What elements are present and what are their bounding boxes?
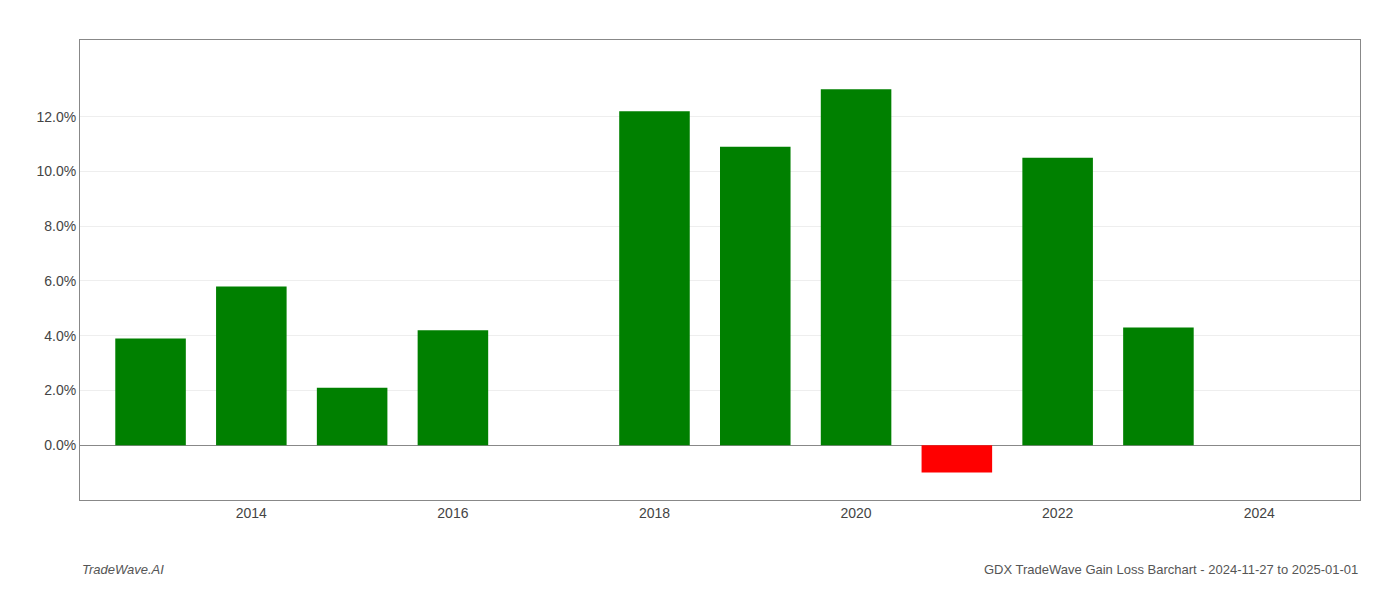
svg-text:2016: 2016 — [437, 505, 468, 521]
svg-text:12.0%: 12.0% — [36, 109, 76, 125]
svg-text:2018: 2018 — [639, 505, 670, 521]
svg-text:4.0%: 4.0% — [44, 328, 76, 344]
svg-text:2024: 2024 — [1244, 505, 1275, 521]
svg-text:8.0%: 8.0% — [44, 218, 76, 234]
svg-text:GDX TradeWave Gain Loss Barcha: GDX TradeWave Gain Loss Barchart - 2024-… — [984, 562, 1358, 577]
svg-text:0.0%: 0.0% — [44, 437, 76, 453]
svg-text:2020: 2020 — [840, 505, 871, 521]
svg-text:6.0%: 6.0% — [44, 273, 76, 289]
svg-text:TradeWave.AI: TradeWave.AI — [82, 562, 164, 577]
svg-text:2014: 2014 — [236, 505, 267, 521]
svg-text:2022: 2022 — [1042, 505, 1073, 521]
svg-text:10.0%: 10.0% — [36, 163, 76, 179]
svg-text:2.0%: 2.0% — [44, 382, 76, 398]
